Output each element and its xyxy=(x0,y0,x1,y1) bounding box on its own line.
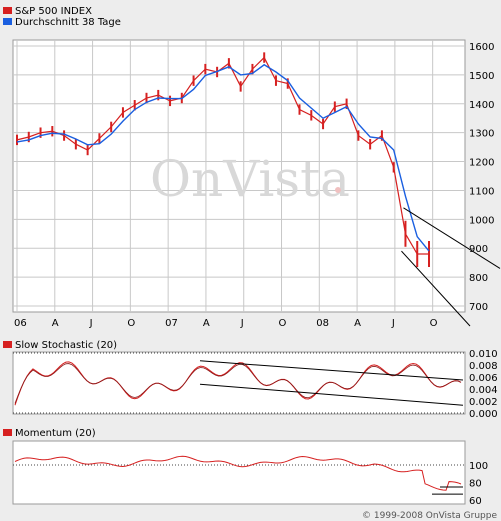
momentum-y-tick-label: 80 xyxy=(469,479,482,490)
price-gridlines xyxy=(13,40,465,312)
stochastic-panel xyxy=(12,351,466,415)
price-y-tick-label: 1400 xyxy=(469,100,494,111)
momentum-title: Momentum (20) xyxy=(15,428,96,439)
legend-swatch-price xyxy=(3,7,12,14)
stochastic-series-group xyxy=(14,360,464,406)
price-series-group xyxy=(16,52,501,327)
price-x-tick-label: J xyxy=(240,318,244,329)
price-y-tick-label: 800 xyxy=(469,273,488,284)
price-x-tick-label: J xyxy=(391,318,395,329)
legend-swatch-average xyxy=(3,18,12,25)
stochastic-trendline-upper xyxy=(199,360,464,381)
stochastic-signal-line xyxy=(14,363,462,404)
price-x-tick-label: A xyxy=(52,318,59,329)
price-x-tick-label: A xyxy=(354,318,361,329)
price-x-tick-label: 07 xyxy=(165,318,178,329)
stochastic-y-tick-label: 0.010 xyxy=(469,349,498,360)
stochastic-y-tick-label: 0.006 xyxy=(469,373,498,384)
momentum-y-axis: 100 80 60 xyxy=(469,461,488,507)
price-line xyxy=(16,56,429,255)
price-y-tick-label: 700 xyxy=(469,302,488,313)
price-y-axis: 1600 1500 1400 1300 1200 1100 1000 900 800 700 xyxy=(469,42,494,313)
price-x-tick-label: 06 xyxy=(14,318,27,329)
price-y-tick-label: 1000 xyxy=(469,215,494,226)
trendline-lower xyxy=(401,250,471,327)
price-y-tick-label: 900 xyxy=(469,244,488,255)
legend-label-average: Durchschnitt 38 Tage xyxy=(15,17,121,28)
price-x-tick-label: O xyxy=(279,318,287,329)
onvista-watermark: OnVista xyxy=(150,150,350,208)
average-line xyxy=(16,63,430,252)
momentum-swatch xyxy=(3,429,12,436)
price-x-axis: 06 A J O 07 A J O 08 A J O xyxy=(14,318,438,329)
price-y-tick-label: 1600 xyxy=(469,42,494,53)
momentum-series-group xyxy=(14,455,463,495)
stochastic-swatch xyxy=(3,341,12,348)
price-y-tick-label: 1200 xyxy=(469,158,494,169)
stochastic-trendline-lower xyxy=(199,383,464,406)
price-y-tick-label: 1100 xyxy=(469,186,494,197)
watermark-dot xyxy=(335,187,341,193)
stochastic-y-tick-label: 0.004 xyxy=(469,385,498,396)
stochastic-y-tick-label: 0.000 xyxy=(469,409,498,420)
momentum-line xyxy=(14,455,462,491)
price-x-tick-label: J xyxy=(89,318,93,329)
momentum-y-tick-label: 100 xyxy=(469,461,488,472)
price-x-tick-label: O xyxy=(127,318,135,329)
momentum-y-tick-label: 60 xyxy=(469,496,482,507)
stochastic-y-tick-label: 0.008 xyxy=(469,361,498,372)
stochastic-title: Slow Stochastic (20) xyxy=(15,340,117,351)
stochastic-y-tick-label: 0.002 xyxy=(469,397,498,408)
price-x-tick-label: O xyxy=(430,318,438,329)
price-x-tick-label: A xyxy=(203,318,210,329)
price-y-tick-label: 1300 xyxy=(469,129,494,140)
copyright-footer: © 1999-2008 OnVista Gruppe xyxy=(362,511,497,521)
momentum-panel xyxy=(12,440,466,505)
price-y-tick-label: 1500 xyxy=(469,71,494,82)
stochastic-gridlines xyxy=(13,352,465,414)
price-x-tick-label: 08 xyxy=(316,318,329,329)
price-panel xyxy=(12,39,466,313)
trendline-upper xyxy=(403,207,501,269)
legend-label-price: S&P 500 INDEX xyxy=(15,6,92,17)
